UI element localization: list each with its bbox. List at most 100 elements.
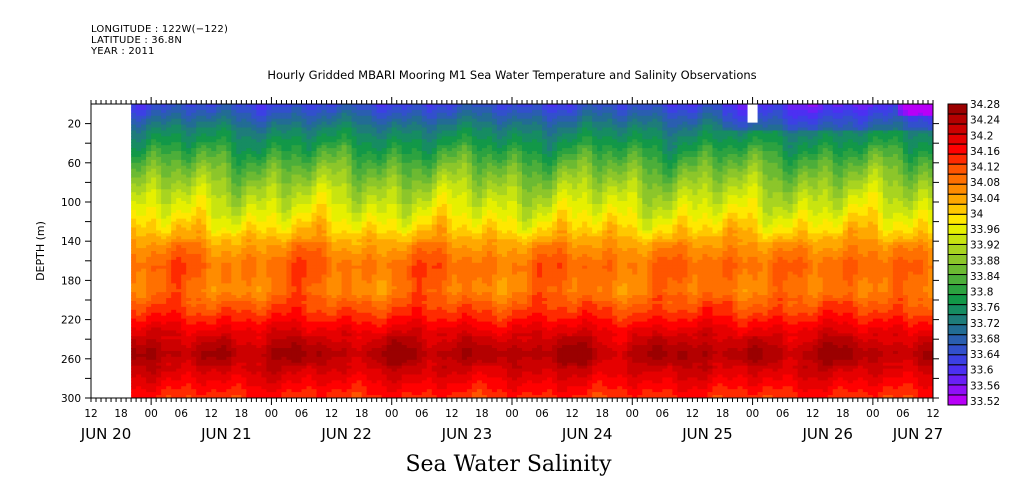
- heatmap-cell: [231, 386, 237, 390]
- heatmap-cell: [256, 309, 262, 314]
- heatmap-cell: [241, 145, 247, 149]
- heatmap-cell: [211, 395, 217, 398]
- heatmap-cell: [176, 162, 182, 167]
- heatmap-cell: [256, 292, 262, 296]
- heatmap-cell: [201, 306, 207, 311]
- heatmap-cell: [186, 189, 192, 193]
- heatmap-cell: [241, 201, 247, 205]
- heatmap-cell: [201, 383, 207, 387]
- heatmap-cell: [161, 248, 167, 252]
- heatmap-cell: [221, 218, 227, 223]
- heatmap-cell: [171, 292, 177, 296]
- heatmap-cell: [236, 136, 242, 140]
- heatmap-cell: [231, 333, 237, 337]
- heatmap-cell: [191, 133, 197, 137]
- heatmap-cell: [211, 180, 217, 184]
- heatmap-cell: [141, 245, 147, 249]
- heatmap-cell: [191, 124, 197, 129]
- heatmap-cell: [221, 142, 227, 146]
- heatmap-cell: [201, 245, 207, 249]
- heatmap-cell: [166, 280, 172, 284]
- heatmap-cell: [141, 239, 147, 243]
- heatmap-cell: [241, 377, 247, 381]
- heatmap-cell: [236, 283, 242, 287]
- heatmap-cell: [161, 300, 167, 305]
- heatmap-cell: [231, 303, 237, 308]
- heatmap-cell: [201, 303, 207, 308]
- heatmap-cell: [171, 109, 177, 114]
- heatmap-cell: [186, 383, 192, 387]
- heatmap-cell: [206, 221, 212, 226]
- heatmap-cell: [146, 236, 152, 240]
- heatmap-cell: [156, 203, 162, 208]
- heatmap-cell: [256, 159, 262, 164]
- heatmap-cell: [241, 253, 247, 258]
- heatmap-cell: [211, 300, 217, 305]
- heatmap-cell: [246, 171, 252, 176]
- heatmap-cell: [186, 368, 192, 373]
- heatmap-cell: [226, 221, 232, 226]
- heatmap-cell: [166, 174, 172, 179]
- heatmap-cell: [186, 283, 192, 287]
- heatmap-cell: [136, 195, 142, 199]
- heatmap-cell: [191, 183, 197, 187]
- heatmap-cell: [181, 245, 187, 249]
- heatmap-cell: [226, 280, 232, 284]
- heatmap-cell: [231, 248, 237, 252]
- heatmap-cell: [216, 171, 222, 176]
- heatmap-cell: [216, 112, 222, 117]
- heatmap-cell: [176, 236, 182, 240]
- heatmap-cell: [156, 245, 162, 249]
- heatmap-cell: [226, 303, 232, 308]
- heatmap-cell: [226, 227, 232, 232]
- heatmap-cell: [236, 377, 242, 381]
- heatmap-cell: [176, 300, 182, 305]
- heatmap-cell: [136, 174, 142, 179]
- heatmap-cell: [151, 312, 157, 317]
- heatmap-cell: [236, 359, 242, 364]
- heatmap-cell: [161, 227, 167, 232]
- heatmap-cell: [231, 342, 237, 346]
- heatmap-cell: [141, 392, 147, 396]
- heatmap-cell: [171, 142, 177, 146]
- heatmap-cell: [201, 312, 207, 317]
- heatmap-cell: [241, 151, 247, 155]
- heatmap-cell: [251, 309, 257, 314]
- heatmap-cell: [196, 112, 202, 117]
- heatmap-cell: [216, 118, 222, 123]
- heatmap-cell: [151, 251, 157, 255]
- heatmap-cell: [221, 189, 227, 193]
- heatmap-cell: [211, 212, 217, 217]
- heatmap-cell: [196, 195, 202, 199]
- heatmap-cell: [206, 186, 212, 190]
- heatmap-cell: [131, 109, 137, 114]
- heatmap-cell: [211, 192, 217, 196]
- heatmap-cell: [181, 136, 187, 140]
- heatmap-cell: [151, 151, 157, 155]
- heatmap-cell: [211, 386, 217, 390]
- heatmap-cell: [176, 127, 182, 132]
- heatmap-cell: [221, 259, 227, 264]
- heatmap-cell: [156, 253, 162, 258]
- heatmap-cell: [146, 383, 152, 387]
- heatmap-cell: [156, 377, 162, 381]
- heatmap-cell: [166, 274, 172, 279]
- heatmap-cell: [256, 306, 262, 311]
- heatmap-cell: [206, 386, 212, 390]
- heatmap-cell: [236, 145, 242, 149]
- heatmap-cell: [256, 265, 262, 270]
- heatmap-cell: [151, 327, 157, 331]
- heatmap-cell: [151, 339, 157, 343]
- heatmap-cell: [246, 280, 252, 284]
- heatmap-cell: [256, 180, 262, 184]
- heatmap-cell: [231, 289, 237, 293]
- heatmap-cell: [196, 271, 202, 276]
- heatmap-cell: [211, 201, 217, 205]
- heatmap-cell: [131, 362, 137, 367]
- heatmap-cell: [236, 139, 242, 143]
- heatmap-cell: [226, 359, 232, 364]
- heatmap-cell: [161, 350, 167, 355]
- heatmap-cell: [176, 168, 182, 173]
- heatmap-cell: [181, 192, 187, 196]
- heatmap-cell: [226, 292, 232, 296]
